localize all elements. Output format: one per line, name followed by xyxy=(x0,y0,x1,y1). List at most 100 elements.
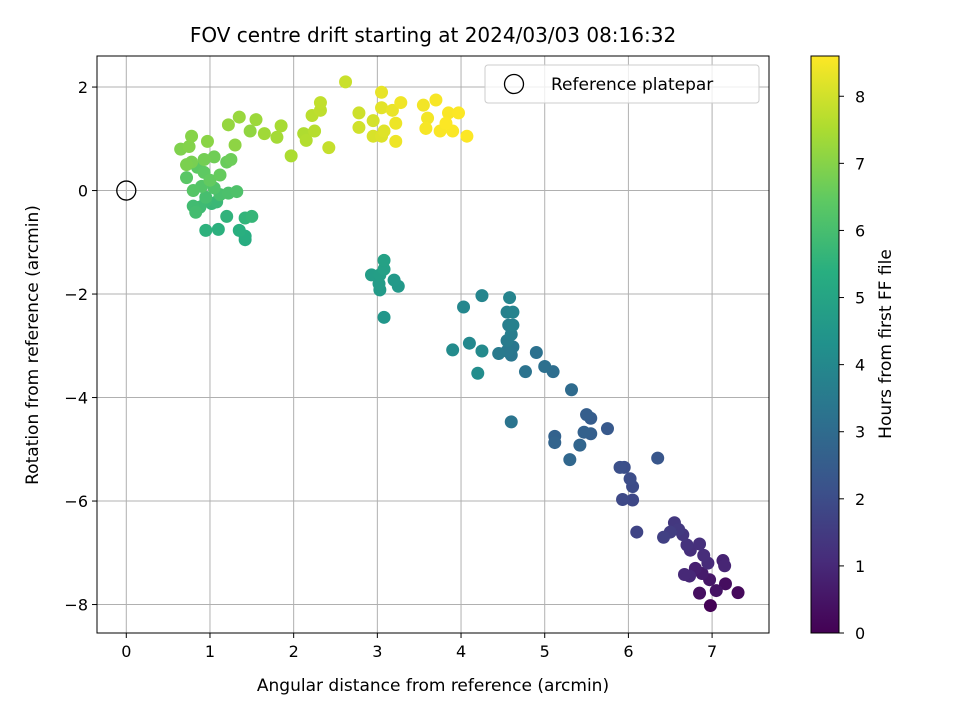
reference-platepar-marker xyxy=(116,180,137,201)
data-point xyxy=(274,119,288,133)
data-point xyxy=(230,185,244,199)
data-point xyxy=(548,436,562,450)
legend: Reference platepar xyxy=(484,64,760,104)
x-tick-label: 1 xyxy=(205,642,215,661)
data-point xyxy=(718,559,732,573)
data-point xyxy=(577,425,591,439)
data-point xyxy=(339,75,353,89)
x-tick-label: 3 xyxy=(372,642,382,661)
legend-entry-reference-platepar: Reference platepar xyxy=(551,75,713,95)
data-point xyxy=(387,273,401,287)
data-point xyxy=(446,343,460,357)
colorbar-tick-label: 2 xyxy=(855,490,865,509)
legend-reference-marker xyxy=(503,73,525,95)
x-tick-label: 4 xyxy=(456,642,466,661)
data-point xyxy=(429,93,443,107)
y-tick-label: −6 xyxy=(64,492,88,511)
colorbar-tick-label: 5 xyxy=(855,289,865,308)
data-point xyxy=(630,525,644,539)
data-point xyxy=(693,537,707,551)
colorbar-gradient xyxy=(810,55,840,634)
data-point xyxy=(203,173,217,187)
data-point xyxy=(224,152,238,166)
data-point xyxy=(213,168,227,182)
data-point xyxy=(182,140,196,154)
data-point xyxy=(232,110,246,124)
data-point xyxy=(460,129,474,143)
data-point xyxy=(245,209,259,223)
data-point xyxy=(492,347,506,361)
colorbar-tick-label: 7 xyxy=(855,154,865,173)
data-point xyxy=(366,114,380,128)
data-point xyxy=(452,106,466,120)
y-tick-label: 0 xyxy=(78,182,88,201)
data-point xyxy=(375,101,389,115)
data-point xyxy=(529,346,543,360)
data-point xyxy=(299,133,313,147)
data-point xyxy=(626,493,640,507)
data-point xyxy=(220,209,234,223)
data-point xyxy=(731,586,745,600)
data-point xyxy=(257,127,271,141)
y-tick-label: 2 xyxy=(78,78,88,97)
data-point xyxy=(504,415,518,429)
colorbar-tick-label: 1 xyxy=(855,557,865,576)
data-point xyxy=(416,98,430,112)
data-point xyxy=(284,149,298,163)
data-point xyxy=(180,171,194,185)
data-point xyxy=(199,190,213,204)
data-point xyxy=(718,577,732,591)
y-tick-label: −4 xyxy=(64,389,88,408)
data-point xyxy=(421,111,435,125)
data-point xyxy=(180,158,194,172)
data-point xyxy=(352,106,366,120)
data-point xyxy=(651,451,665,465)
data-point xyxy=(385,103,399,117)
data-point xyxy=(439,116,453,130)
data-point xyxy=(573,438,587,452)
x-tick-label: 6 xyxy=(623,642,633,661)
colorbar-tick-label: 8 xyxy=(855,87,865,106)
data-point xyxy=(471,366,485,380)
data-point xyxy=(352,120,366,134)
data-point xyxy=(657,530,671,544)
data-point xyxy=(697,548,711,562)
data-point xyxy=(623,472,637,486)
data-point xyxy=(441,106,455,120)
data-point xyxy=(565,383,579,397)
reference-marker-layer xyxy=(116,180,137,201)
data-point xyxy=(563,453,577,467)
data-point xyxy=(249,113,263,127)
data-point xyxy=(677,568,691,582)
data-point xyxy=(189,205,203,219)
data-point xyxy=(389,134,403,148)
grid-lines xyxy=(97,56,769,633)
data-point xyxy=(200,134,214,148)
data-point xyxy=(377,310,391,324)
colorbar: 0 1 2 3 4 5 6 7 8 Hours from first FF file xyxy=(810,55,896,643)
data-point xyxy=(221,118,235,132)
data-point xyxy=(475,344,489,358)
data-point xyxy=(207,150,221,164)
data-point xyxy=(197,152,211,166)
data-point xyxy=(377,253,391,267)
legend-box xyxy=(484,64,760,104)
colorbar-ticks: 0 1 2 3 4 5 6 7 8 xyxy=(839,87,865,643)
data-point xyxy=(270,130,284,144)
data-point xyxy=(462,336,476,350)
data-point xyxy=(394,96,408,110)
data-point xyxy=(419,121,433,135)
x-tick-label: 2 xyxy=(289,642,299,661)
data-point xyxy=(211,222,225,236)
x-axis-label: Angular distance from reference (arcmin) xyxy=(257,676,609,696)
data-point xyxy=(243,124,257,138)
data-point xyxy=(506,318,520,332)
data-point xyxy=(680,538,694,552)
y-tick-label: −8 xyxy=(64,596,88,615)
data-point xyxy=(475,289,489,303)
colorbar-tick-label: 4 xyxy=(855,356,865,375)
data-points xyxy=(174,75,745,613)
chart-title: FOV centre drift starting at 2024/03/03 … xyxy=(190,23,676,47)
data-point xyxy=(308,124,322,138)
